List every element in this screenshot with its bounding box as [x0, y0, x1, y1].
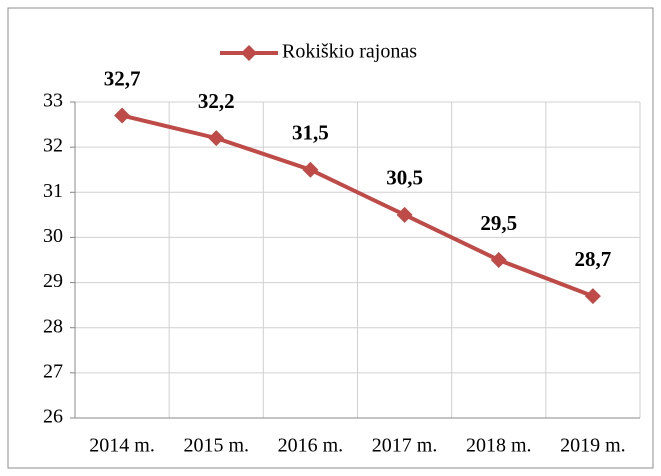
value-label: 32,7 [104, 66, 141, 90]
marker [208, 130, 225, 147]
x-tick-label: 2019 m. [560, 435, 626, 457]
y-tick-label: 32 [43, 135, 63, 157]
value-label: 30,5 [386, 166, 423, 190]
value-label: 28,7 [575, 247, 612, 271]
marker [302, 161, 319, 178]
marker [396, 206, 413, 223]
legend-marker [241, 45, 257, 61]
y-tick-label: 31 [43, 180, 63, 202]
y-tick-label: 28 [43, 315, 63, 337]
value-label: 32,2 [198, 89, 235, 113]
marker [114, 107, 131, 124]
x-tick-label: 2018 m. [466, 435, 532, 457]
y-tick-label: 29 [43, 270, 63, 292]
series-line [121, 113, 594, 298]
marker [490, 252, 507, 268]
y-tick-label: 26 [43, 406, 63, 428]
y-tick-label: 30 [43, 225, 63, 247]
y-tick-label: 33 [43, 90, 63, 112]
legend-label: Rokiškio rajonas [282, 41, 417, 63]
x-tick-label: 2016 m. [278, 435, 344, 457]
y-tick-label: 27 [43, 360, 63, 382]
x-tick-label: 2017 m. [372, 435, 438, 457]
x-tick-label: 2014 m. [89, 435, 155, 457]
marker [584, 288, 601, 305]
x-tick-label: 2015 m. [183, 435, 249, 457]
value-label: 31,5 [292, 121, 329, 145]
value-label: 29,5 [480, 211, 517, 235]
